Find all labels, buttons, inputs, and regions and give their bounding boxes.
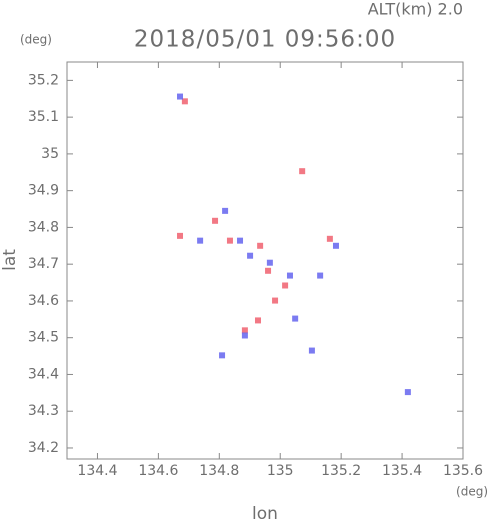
radar-point (332, 242, 339, 249)
y-tick-label: 34.4 (28, 366, 59, 382)
x-tick-label: 134.6 (138, 463, 178, 479)
y-tick-label: 34.3 (28, 403, 59, 419)
y-tick-label: 34.8 (28, 219, 59, 235)
radar-point (219, 352, 226, 359)
radar-point (212, 217, 219, 224)
radar-point (265, 267, 272, 274)
radar-point (181, 98, 188, 105)
x-tick-label: 134.4 (77, 463, 117, 479)
radar-point (177, 232, 184, 239)
y-tick-label: 34.6 (28, 293, 59, 309)
radar-point (326, 235, 333, 242)
y-axis-label: lat (0, 249, 20, 271)
radar-point (308, 347, 315, 354)
radar-point (241, 327, 248, 334)
y-tick-label: 34.5 (28, 330, 59, 346)
y-tick-label: 35.2 (28, 72, 59, 88)
radar-point (257, 242, 264, 249)
radar-point (237, 237, 244, 244)
radar-point (247, 252, 254, 259)
x-unit: (deg) (456, 485, 488, 499)
x-tick-label: 135.6 (443, 463, 483, 479)
radar-point (299, 168, 306, 175)
radar-point (317, 272, 324, 279)
x-axis-label: lon (252, 504, 278, 521)
y-unit: (deg) (20, 33, 52, 47)
plot-frame (66, 61, 464, 460)
radar-point (241, 332, 248, 339)
radar-point (177, 93, 184, 100)
radar-point (266, 259, 273, 266)
radar-point (292, 315, 299, 322)
x-tick-label: 135.4 (382, 463, 422, 479)
radar-point (226, 237, 233, 244)
y-tick-label: 34.2 (28, 440, 59, 456)
chart-subtitle: ALT(km) 2.0 (368, 0, 463, 19)
x-tick-label: 134.8 (199, 463, 239, 479)
radar-point (404, 389, 411, 396)
x-tick-label: 135.2 (321, 463, 361, 479)
radar-point (197, 237, 204, 244)
radar-point (222, 207, 229, 214)
y-tick-label: 35 (41, 146, 59, 162)
radar-point (282, 282, 289, 289)
x-tick-label: 135 (267, 463, 294, 479)
chart-title: 2018/05/01 09:56:00 (134, 27, 396, 53)
y-tick-label: 35.1 (28, 109, 59, 125)
y-tick-label: 34.7 (28, 256, 59, 272)
radar-point (286, 272, 293, 279)
radar-point (254, 317, 261, 324)
y-tick-label: 34.9 (28, 183, 59, 199)
radar-point (272, 297, 279, 304)
